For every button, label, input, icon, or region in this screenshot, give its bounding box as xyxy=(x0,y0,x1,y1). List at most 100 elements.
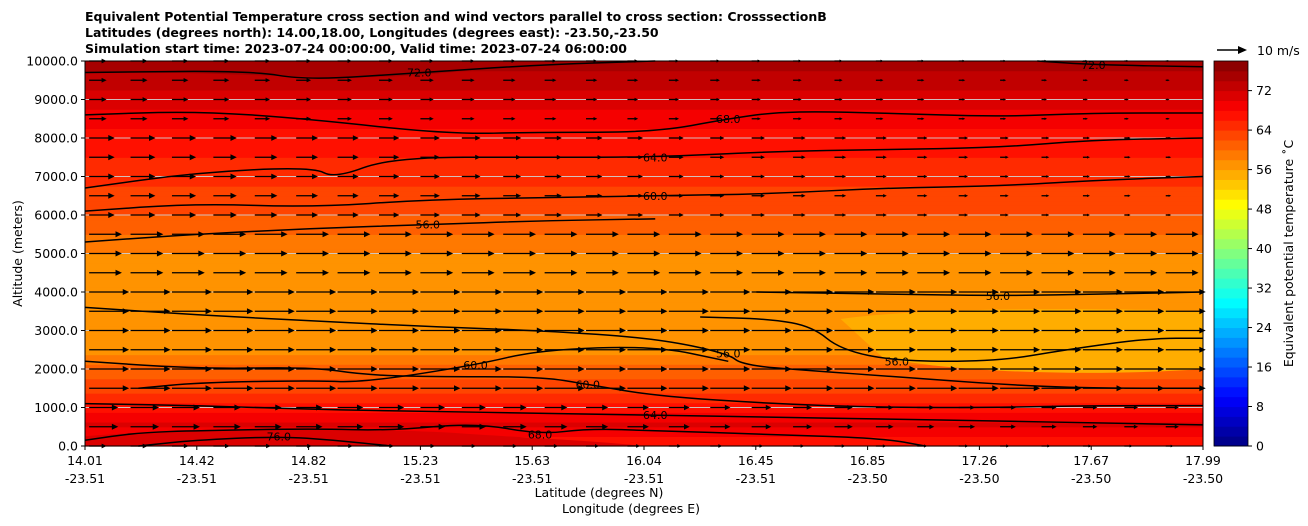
wind-vector-head xyxy=(363,250,371,257)
filled-band xyxy=(85,267,1203,274)
wind-vector-head xyxy=(909,346,916,353)
wind-vector-head xyxy=(495,327,502,334)
wind-vector-head xyxy=(839,117,843,121)
wind-vector-head xyxy=(1150,231,1158,238)
wind-vector-head xyxy=(1192,250,1199,257)
filled-band xyxy=(85,320,1203,327)
wind-vector-head xyxy=(683,424,690,430)
y-tick-label: 9000.0 xyxy=(34,92,78,107)
wind-vector-head xyxy=(778,269,785,276)
wind-vector-head xyxy=(446,269,454,276)
wind-vector-head xyxy=(883,194,887,198)
colorbar-band xyxy=(1214,426,1248,437)
wind-vector-head xyxy=(1003,79,1007,82)
wind-vector-head xyxy=(702,308,709,315)
colorbar-band xyxy=(1214,110,1248,121)
wind-vector-head xyxy=(1126,79,1129,82)
contour-label: 56.0 xyxy=(415,219,440,232)
wind-vector-head xyxy=(412,289,419,295)
wind-vector-head xyxy=(785,346,792,353)
wind-vector-head xyxy=(778,250,785,257)
colorbar-band xyxy=(1214,307,1248,319)
colorbar-tick-label: 72 xyxy=(1256,83,1272,98)
colorbar-band xyxy=(1214,367,1248,378)
wind-vector-head xyxy=(454,327,461,334)
wind-vector-head xyxy=(716,78,720,82)
wind-vector-head xyxy=(962,78,966,82)
filled-band xyxy=(85,162,1203,168)
wind-vector-head xyxy=(1075,346,1082,353)
wind-vector-head xyxy=(826,346,834,353)
wind-vector-head xyxy=(246,385,254,392)
contour-label: 56.0 xyxy=(716,348,741,361)
wind-vector-head xyxy=(760,213,765,217)
chart-title-line-1: Equivalent Potential Temperature cross s… xyxy=(85,9,827,24)
contour-line xyxy=(84,218,656,243)
colorbar-tick-label: 24 xyxy=(1256,320,1272,335)
wind-vector-head xyxy=(536,327,544,334)
wind-vector-head xyxy=(371,289,378,295)
quiver-key: 10 m/s xyxy=(1217,43,1300,58)
wind-vector-head xyxy=(847,405,853,410)
wind-vector-head xyxy=(312,173,319,180)
wind-vector-head xyxy=(985,250,992,257)
colorbar-band xyxy=(1214,179,1248,190)
wind-vector-head xyxy=(356,423,364,430)
filled-band xyxy=(85,104,1203,110)
wind-vector-head xyxy=(719,212,725,218)
wind-vector-head xyxy=(405,269,412,276)
wind-vector-head xyxy=(520,423,527,430)
wind-vector-head xyxy=(454,308,461,315)
colorbar-tick-label: 32 xyxy=(1256,281,1272,296)
wind-vector-head xyxy=(883,136,887,140)
x-tick-label-lat: 16.85 xyxy=(850,453,886,468)
wind-vector-head xyxy=(556,154,562,160)
wind-vector-head xyxy=(429,116,434,121)
colorbar-tick-label: 40 xyxy=(1256,241,1272,256)
wind-vector-head xyxy=(1011,405,1016,410)
wind-vector-head xyxy=(1067,269,1075,276)
wind-vector-head xyxy=(992,327,999,334)
filled-band xyxy=(85,171,1203,178)
colorbar-band xyxy=(1214,209,1248,220)
filled-band xyxy=(85,234,1203,240)
wind-vector-head xyxy=(923,194,928,198)
wind-vector-head xyxy=(329,346,337,353)
wind-vector-head xyxy=(371,346,378,353)
wind-vector-head xyxy=(1046,175,1050,178)
wind-vector-head xyxy=(1075,385,1082,392)
filled-band xyxy=(85,431,1203,437)
wind-vector-head xyxy=(115,269,122,276)
filled-band xyxy=(85,292,1203,298)
colorbar-tick-label: 0 xyxy=(1256,439,1264,454)
wind-vector-head xyxy=(1157,366,1165,372)
y-tick-label: 8000.0 xyxy=(34,131,78,146)
wind-vector-head xyxy=(108,154,115,161)
x-axis-label-lon: Longitude (degrees E) xyxy=(562,501,700,516)
filled-band xyxy=(85,383,1203,389)
wind-vector-head xyxy=(164,289,171,295)
wind-vector-head xyxy=(695,231,702,238)
filled-band xyxy=(85,75,1203,81)
wind-vector-head xyxy=(819,250,826,257)
wind-vector-head xyxy=(661,366,668,372)
filled-band xyxy=(85,388,1203,394)
wind-vector-head xyxy=(1127,136,1131,140)
wind-vector-head xyxy=(529,269,537,276)
wind-vector-head xyxy=(516,154,522,160)
x-tick-label-lon: -23.50 xyxy=(847,471,887,486)
wind-vector-head xyxy=(778,231,785,238)
wind-vector-head xyxy=(434,212,440,218)
wind-vector-head xyxy=(122,308,130,315)
wind-vector-head xyxy=(679,193,684,198)
wind-vector-head xyxy=(329,327,337,334)
colorbar-band xyxy=(1214,199,1248,210)
wind-vector-head xyxy=(619,308,627,315)
wind-vector-head xyxy=(619,366,627,372)
filled-band xyxy=(85,364,1203,370)
wind-vector-head xyxy=(923,213,928,217)
wind-vector-head xyxy=(306,78,312,83)
wind-vector-head xyxy=(1033,289,1041,295)
wind-vector-head xyxy=(152,404,160,411)
filled-band xyxy=(85,325,1203,332)
